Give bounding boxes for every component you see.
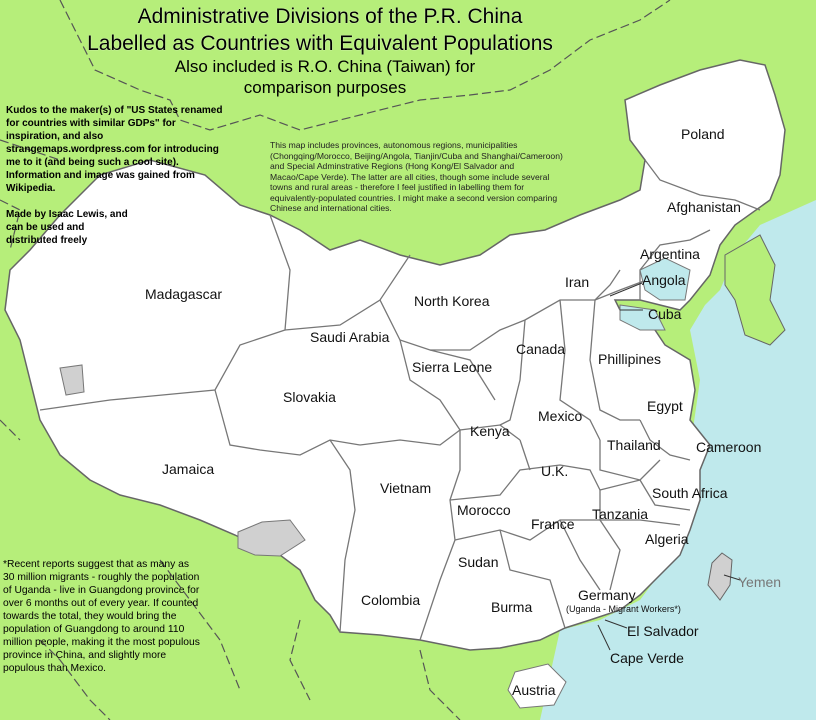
disputed-area-south bbox=[237, 519, 306, 557]
label-phillipines: Phillipines bbox=[598, 351, 662, 367]
kudos-note: Kudos to the maker(s) of "US States rena… bbox=[6, 105, 223, 194]
label-el-salvador: El Salvador bbox=[627, 623, 699, 639]
label-mexico: Mexico bbox=[538, 408, 583, 424]
label-saudi-arabia: Saudi Arabia bbox=[310, 329, 390, 345]
label-slovakia: Slovakia bbox=[283, 389, 336, 405]
label-burma: Burma bbox=[491, 599, 533, 615]
label-cuba: Cuba bbox=[648, 306, 682, 322]
label-colombia: Colombia bbox=[361, 592, 421, 608]
label-angola: Angola bbox=[642, 272, 686, 288]
label-thailand: Thailand bbox=[607, 437, 661, 453]
label-argentina: Argentina bbox=[640, 246, 700, 262]
label-germany: Germany bbox=[578, 587, 636, 603]
label-iran: Iran bbox=[565, 274, 590, 290]
label-egypt: Egypt bbox=[647, 398, 683, 414]
international-borders bbox=[0, 0, 671, 720]
label-cameroon: Cameroon bbox=[696, 439, 762, 455]
label-yemen: Yemen bbox=[738, 574, 782, 590]
bohai-sea bbox=[639, 257, 691, 301]
subtitle-line-1: Also included is R.O. China (Taiwan) for bbox=[174, 57, 476, 76]
leader-lines bbox=[597, 282, 741, 651]
label-kenya: Kenya bbox=[470, 423, 510, 439]
taiwan-island bbox=[707, 552, 733, 601]
subtitle-line-2: comparison purposes bbox=[243, 78, 407, 97]
label-uk: U.K. bbox=[541, 463, 569, 479]
korea-peninsula bbox=[724, 234, 786, 346]
label-south-africa: South Africa bbox=[652, 485, 728, 501]
label-germany-note: (Uganda - Migrant Workers*) bbox=[566, 604, 681, 614]
title-line-1: Administrative Divisions of the P.R. Chi… bbox=[137, 5, 523, 28]
label-algeria: Algeria bbox=[645, 531, 689, 547]
label-north-korea: North Korea bbox=[414, 293, 490, 309]
bohai-gulf bbox=[619, 304, 666, 331]
label-poland: Poland bbox=[681, 126, 725, 142]
disputed-area-west bbox=[59, 364, 85, 396]
made-by-note: Made by Isaac Lewis, and can be used and… bbox=[6, 209, 128, 246]
label-tanzania: Tanzania bbox=[592, 506, 649, 522]
hainan-island bbox=[507, 663, 567, 709]
migrants-note: *Recent reports suggest that as many as … bbox=[3, 559, 200, 674]
label-vietnam: Vietnam bbox=[380, 480, 432, 496]
province-borders bbox=[39, 159, 761, 641]
label-cape-verde: Cape Verde bbox=[610, 650, 684, 666]
label-afghanistan: Afghanistan bbox=[667, 199, 741, 215]
label-morocco: Morocco bbox=[457, 502, 511, 518]
label-canada: Canada bbox=[516, 341, 566, 357]
label-sudan: Sudan bbox=[458, 554, 499, 570]
label-france: France bbox=[531, 516, 575, 532]
label-austria: Austria bbox=[512, 682, 556, 698]
label-jamaica: Jamaica bbox=[162, 461, 215, 477]
info-note: This map includes provinces, autonomous … bbox=[270, 140, 563, 213]
title-line-2: Labelled as Countries with Equivalent Po… bbox=[87, 32, 553, 55]
label-madagascar: Madagascar bbox=[145, 286, 223, 302]
label-sierra-leone: Sierra Leone bbox=[412, 359, 493, 375]
